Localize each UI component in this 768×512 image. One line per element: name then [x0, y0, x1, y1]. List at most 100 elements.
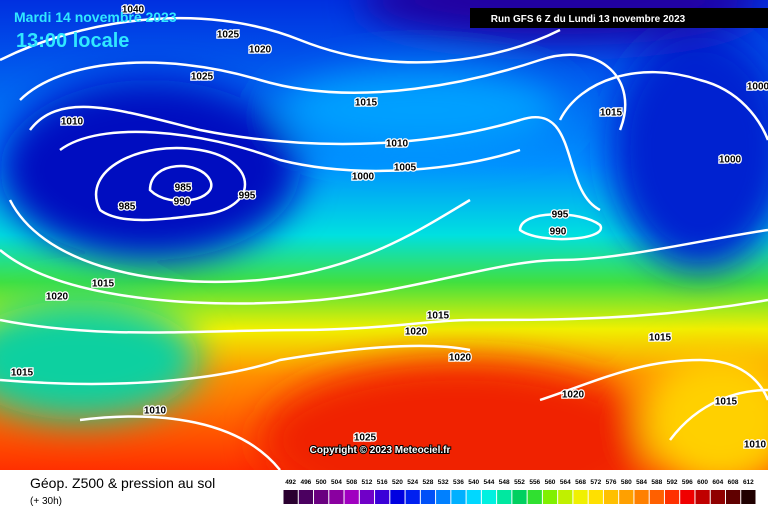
color-scale: 492 496 500 504 508 512 516 520 524 528 532 536 540 5…: [283, 479, 756, 504]
isobar-label: 990: [550, 227, 567, 238]
isobar-label: 1025: [354, 433, 377, 444]
scale-label: 528: [423, 479, 434, 486]
scale-swatch: [542, 490, 558, 504]
scale-label: 572: [590, 479, 601, 486]
scale-swatch: [741, 490, 756, 504]
scale-swatch: [466, 490, 481, 504]
scale-label: 512: [361, 479, 372, 486]
scale-swatch: [375, 490, 390, 504]
isobar-label: 995: [552, 210, 569, 221]
scale-swatch: [710, 490, 725, 504]
isobar-label: 1010: [744, 440, 767, 451]
scale-swatch: [451, 490, 466, 504]
scale-label: 600: [697, 479, 708, 486]
isobar-label: 1040: [122, 5, 145, 16]
scale-label: 592: [667, 479, 678, 486]
run-info: Run GFS 6 Z du Lundi 13 novembre 2023: [491, 14, 686, 25]
scale-swatch: [664, 490, 680, 504]
scale-swatch: [603, 490, 619, 504]
isobar-label: 1025: [217, 30, 240, 41]
forecast-date: Mardi 14 novembre 2023: [14, 9, 177, 25]
isobar-label: 1015: [92, 279, 115, 290]
scale-label: 580: [621, 479, 632, 486]
isobar-label: 1015: [11, 368, 34, 379]
footer-step: (+ 30h): [30, 496, 62, 507]
scale-swatch: [329, 490, 344, 504]
isobar-label: 995: [239, 191, 256, 202]
scale-swatch: [405, 490, 420, 504]
scale-label: 540: [468, 479, 479, 486]
scale-swatch: [527, 490, 542, 504]
scale-label: 516: [377, 479, 388, 486]
isobar-label: 990: [174, 197, 191, 208]
scale-label: 596: [682, 479, 693, 486]
scale-label: 504: [331, 479, 342, 486]
isobar-label: 1020: [46, 292, 69, 303]
isobar-label: 1015: [715, 397, 738, 408]
isobar-label: 1015: [355, 98, 378, 109]
scale-label: 560: [545, 479, 556, 486]
scale-label: 544: [484, 479, 495, 486]
isobar-labels: 1040 1025 1020 1025 1015 1010 1010 1015 1000 985 9…: [10, 3, 768, 452]
footer-title: Géop. Z500 & pression au sol: [30, 475, 215, 491]
isobar-label: 1010: [386, 139, 409, 150]
isobar-label: 1020: [449, 353, 472, 364]
scale-swatch: [420, 490, 436, 504]
isobar-label: 1025: [191, 72, 214, 83]
scale-swatch: [573, 490, 588, 504]
scale-label: 612: [743, 479, 754, 486]
scale-swatch: [695, 490, 710, 504]
isobar-label: 1015: [649, 333, 672, 344]
isobar-label: 1015: [427, 311, 450, 322]
scale-label: 552: [514, 479, 525, 486]
scale-label: 536: [453, 479, 464, 486]
scale-swatch: [359, 490, 375, 504]
isobar-label: 1010: [144, 406, 167, 417]
isobar-label: 985: [119, 202, 136, 213]
copyright: Copyright © 2023 Meteociel.fr: [310, 445, 451, 456]
scale-swatch: [512, 490, 527, 504]
scale-swatch: [390, 490, 405, 504]
scale-label: 548: [499, 479, 510, 486]
isobar-label: 1000: [719, 155, 742, 166]
scale-label: 604: [712, 479, 723, 486]
scale-swatch: [558, 490, 573, 504]
isobar-label: 1015: [600, 108, 623, 119]
scale-label: 568: [575, 479, 586, 486]
isobar-label: 1020: [562, 390, 585, 401]
isobar-label: 1000: [747, 82, 768, 93]
scale-label: 576: [606, 479, 617, 486]
scale-label: 500: [316, 479, 327, 486]
scale-swatch: [436, 490, 451, 504]
scale-label: 556: [529, 479, 540, 486]
scale-label: 496: [300, 479, 311, 486]
isobar-label: 1010: [61, 117, 84, 128]
scale-swatch: [497, 490, 512, 504]
scale-label: 492: [285, 479, 296, 486]
scale-swatch: [283, 490, 298, 504]
isobar-label: 1000: [352, 172, 375, 183]
scale-swatch: [298, 490, 314, 504]
scale-swatch: [680, 490, 695, 504]
scale-swatch: [634, 490, 649, 504]
scale-swatch: [481, 490, 497, 504]
isobar-label: 1020: [405, 327, 428, 338]
scale-label: 524: [407, 479, 418, 486]
isobar-label: 1020: [249, 45, 272, 56]
scale-swatch: [619, 490, 634, 504]
scale-swatch: [649, 490, 664, 504]
isobars: [0, 16, 768, 470]
scale-label: 520: [392, 479, 403, 486]
scale-swatch: [725, 490, 741, 504]
scale-swatch: [588, 490, 603, 504]
scale-label: 584: [636, 479, 647, 486]
scale-label: 588: [651, 479, 662, 486]
run-box: [470, 8, 768, 28]
forecast-time: 13:00 locale: [16, 30, 129, 52]
scale-label: 564: [560, 479, 571, 486]
scale-label: 532: [438, 479, 449, 486]
scale-swatch: [314, 490, 329, 504]
